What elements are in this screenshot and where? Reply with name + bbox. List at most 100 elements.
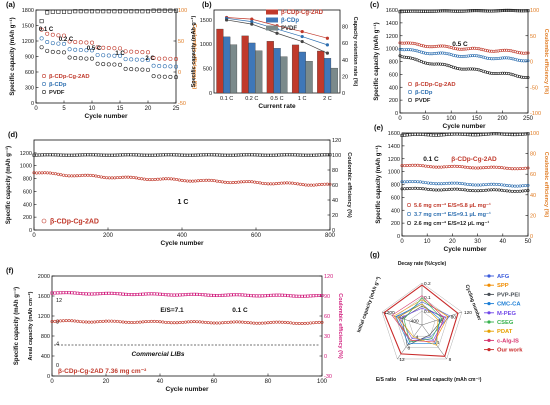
panel-a-point [56, 9, 61, 14]
panel-f-point [181, 320, 185, 324]
panel-d-point [298, 153, 302, 157]
panel-e-point [403, 164, 407, 168]
panel-a-point [106, 53, 111, 58]
panel-f-point [93, 292, 97, 296]
panel-d-ytick-label: 200 [23, 215, 32, 221]
panel-d-point [137, 153, 141, 157]
panel-g-axis-tick: 0.0 [424, 309, 431, 315]
panel-d-point [231, 181, 235, 185]
panel-d-point [226, 153, 230, 157]
panel-b-y2tick-label: 60 [342, 41, 348, 47]
panel-d-point [89, 173, 93, 177]
panel-g-axis-tick: 120 [464, 310, 472, 316]
panel-e-point [479, 166, 483, 170]
panel-e-point [424, 181, 428, 185]
panel-d-point [296, 153, 300, 157]
panel-f-point [303, 294, 307, 298]
panel-a-point [118, 46, 123, 51]
panel-d-point [115, 153, 119, 157]
panel-a-legend-label: β-CDp [49, 82, 67, 88]
panel-d-point [158, 153, 162, 157]
panel-f-point [292, 321, 296, 325]
panel-a-point [90, 9, 95, 14]
panel-f-point [317, 293, 321, 297]
panel-e-point [526, 132, 530, 136]
panel-a-point [157, 8, 162, 13]
panel-e-xtick-label: 0 [400, 239, 404, 245]
panel-a-legend-label: PVDF [49, 90, 65, 96]
panel-a-y2tick-label: 50 [178, 39, 184, 45]
panel-d-point [161, 153, 165, 157]
panel-f-point [297, 294, 301, 298]
panel-d-point [247, 153, 251, 157]
panel-d-point [207, 178, 211, 182]
panel-e-point [505, 189, 509, 193]
panel-d-point [107, 153, 111, 157]
panel-d-point [309, 153, 313, 157]
panel-f-point [90, 320, 94, 324]
panel-f-point [314, 321, 318, 325]
panel-a-point [84, 9, 89, 14]
panel-g-panel-tag: (g) [370, 250, 380, 259]
panel-d-point [64, 174, 68, 178]
panel-a-xtick-label: 10 [89, 106, 96, 112]
panel-d-point [56, 153, 60, 157]
panel-a-point [101, 62, 106, 67]
panel-e-point [505, 132, 509, 136]
panel-d-point [175, 153, 179, 157]
panel-d-point [293, 181, 297, 185]
panel-e-sample-label: β-CDp-Cg-2AD [451, 156, 497, 163]
panel-e-ylabel: Specific capacity (mAh g⁻¹) [375, 145, 382, 223]
panel-a-point [146, 67, 151, 72]
panel-g-series-line [401, 305, 445, 346]
panel-d-y2tick-label: 0 [332, 228, 335, 234]
panel-b-bar [241, 35, 249, 94]
panel-f-point [93, 320, 97, 324]
panel-e-ytick-label: 600 [391, 195, 400, 201]
panel-a-point [90, 56, 95, 61]
panel-f-point [84, 320, 88, 324]
panel-f-point [203, 293, 207, 297]
panel-f-point [130, 293, 134, 297]
panel-b-bars: 0.1 C 0.2 C 0.5 C 1 C 2 C [216, 15, 338, 102]
panel-f-point [238, 320, 242, 324]
panel-e-point [413, 132, 417, 136]
panel-e-point [468, 133, 472, 137]
panel-d-point [48, 171, 52, 175]
panel-g-axis-label: Decay rate (%/cycle) [398, 261, 447, 267]
panel-f-point [289, 294, 293, 298]
panel-b-y2tick-label: 20 [342, 74, 348, 80]
panel-a-legend-marker [41, 82, 46, 87]
panel-d-point [75, 153, 79, 157]
panel-d-point [237, 153, 241, 157]
panel-e-point [452, 164, 456, 168]
panel-d-xtick-label: 400 [177, 233, 188, 239]
panel-f-point [95, 320, 99, 324]
panel-d-point [306, 183, 310, 187]
panel-f-point [141, 292, 145, 296]
panel-g-legend-marker [487, 338, 491, 342]
panel-b-panel-tag: (b) [202, 0, 212, 9]
panel-f-point [257, 321, 261, 325]
panel-a-point [61, 9, 66, 14]
panel-e-point [484, 166, 488, 170]
panel-a-point [61, 33, 66, 38]
panel-c-legend-marker [407, 98, 412, 103]
panel-e-point [476, 166, 480, 170]
panel-e-point [452, 187, 456, 191]
panel-a-point [67, 9, 72, 14]
panel-b-legend-label: β-CDp-Cg-2AD [281, 10, 324, 16]
panel-d-point [123, 153, 127, 157]
panel-f-point [311, 294, 315, 298]
panel-e-point [424, 187, 428, 191]
panel-d-point [48, 153, 52, 157]
panel-e-point [403, 180, 407, 184]
panel-a-point [140, 50, 145, 55]
panel-f-point [155, 320, 159, 324]
panel-d-point [255, 153, 259, 157]
panel-f-point [50, 291, 54, 295]
panel-f-point [169, 293, 173, 297]
panel-d-point [54, 172, 58, 176]
panel-e-point [429, 133, 433, 137]
panel-a-point [134, 57, 139, 62]
